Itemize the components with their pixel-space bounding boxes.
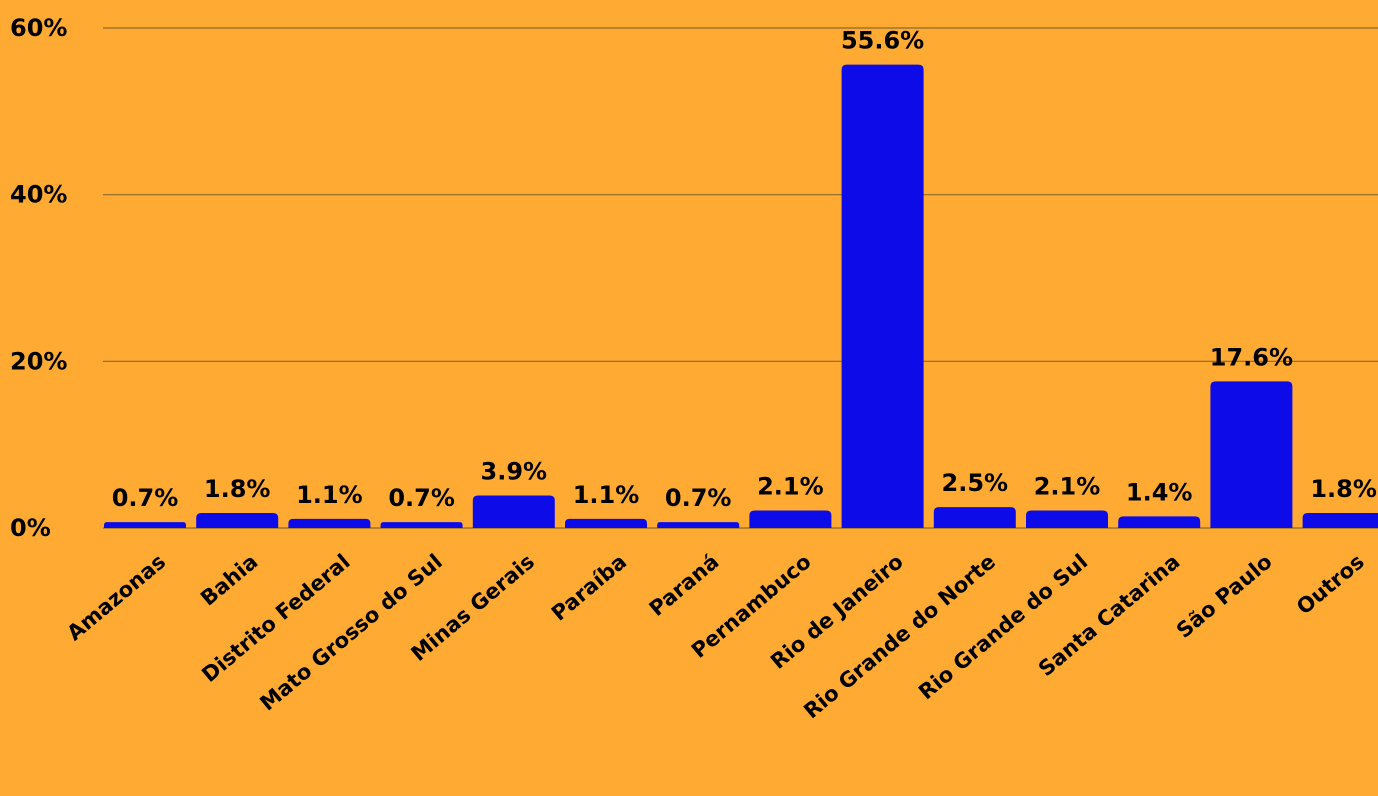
data-label: 1.8% xyxy=(204,475,271,503)
data-label: 0.7% xyxy=(388,484,455,512)
x-tick-label: Distrito Federal xyxy=(197,549,354,686)
x-tick-label: Mato Grosso do Sul xyxy=(255,549,446,715)
x-tick-label: Amazonas xyxy=(62,549,170,645)
bar xyxy=(104,522,186,528)
bar xyxy=(1210,381,1293,528)
y-tick-label: 60% xyxy=(10,14,67,42)
x-tick-label: Paraná xyxy=(645,549,724,621)
data-label: 17.6% xyxy=(1210,343,1293,371)
bar xyxy=(565,518,647,528)
data-label: 3.9% xyxy=(481,458,548,486)
data-label: 1.8% xyxy=(1310,475,1377,503)
x-tick-label: Outros xyxy=(1292,549,1369,619)
bar xyxy=(841,64,924,529)
bar xyxy=(1026,510,1108,528)
bar xyxy=(749,510,832,528)
data-label: 1.4% xyxy=(1126,478,1193,506)
data-label: 2.1% xyxy=(1034,473,1101,501)
bar xyxy=(1302,513,1378,528)
data-label: 0.7% xyxy=(665,484,732,512)
data-label: 2.5% xyxy=(942,469,1009,497)
data-label: 0.7% xyxy=(112,484,179,512)
data-label: 1.1% xyxy=(573,481,640,509)
gridlines xyxy=(103,27,1378,529)
data-label: 55.6% xyxy=(841,27,924,55)
data-label: 2.1% xyxy=(757,473,824,501)
bar xyxy=(657,522,740,528)
x-tick-label: Bahia xyxy=(196,549,262,610)
bar xyxy=(288,518,371,528)
bar xyxy=(380,522,463,528)
y-axis-ticks: 0% 20% 40% 60% xyxy=(10,14,67,542)
data-label: 1.1% xyxy=(296,481,363,509)
y-tick-label: 20% xyxy=(10,347,67,375)
x-tick-label: Rio Grande do Sul xyxy=(914,549,1092,704)
x-tick-label: São Paulo xyxy=(1172,549,1277,642)
x-tick-label: Paraíba xyxy=(547,549,631,625)
bars xyxy=(104,64,1378,529)
y-tick-label: 0% xyxy=(10,514,51,542)
bar xyxy=(933,507,1016,528)
data-labels: 0.7% 1.8% 1.1% 0.7% 3.9% 1.1% 0.7% 2.1% 55.6% 2.5… xyxy=(112,27,1377,512)
bar xyxy=(1118,516,1201,528)
bar xyxy=(472,495,555,528)
bar xyxy=(196,513,279,528)
x-tick-label: Rio Grande do Norte xyxy=(799,549,1000,723)
y-tick-label: 40% xyxy=(10,181,67,209)
